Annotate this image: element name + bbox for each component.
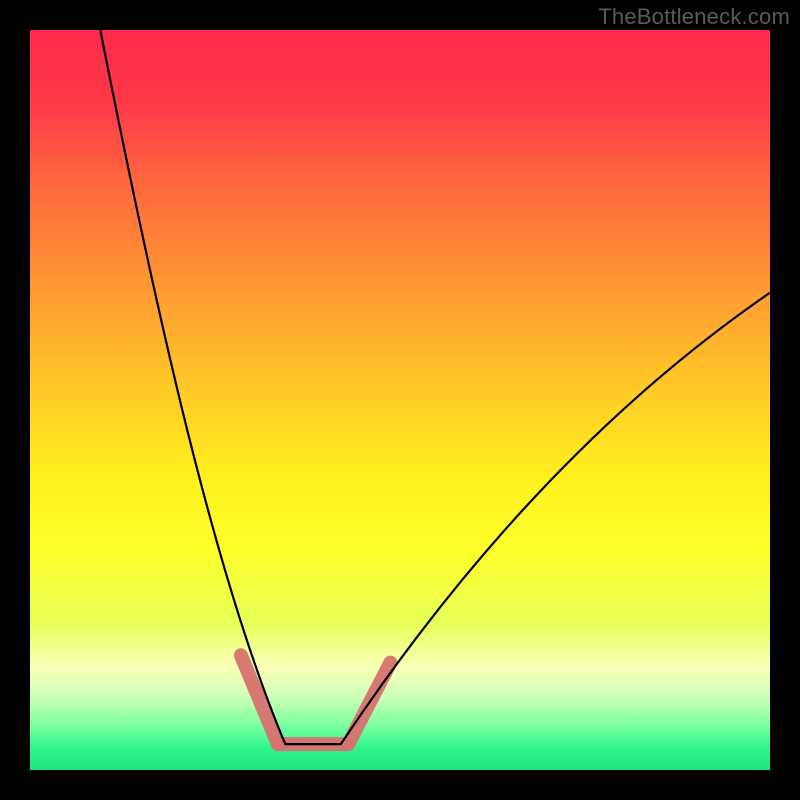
chart-frame: TheBottleneck.com [0, 0, 800, 800]
watermark-text: TheBottleneck.com [598, 4, 790, 30]
bottleneck-chart [0, 0, 800, 800]
